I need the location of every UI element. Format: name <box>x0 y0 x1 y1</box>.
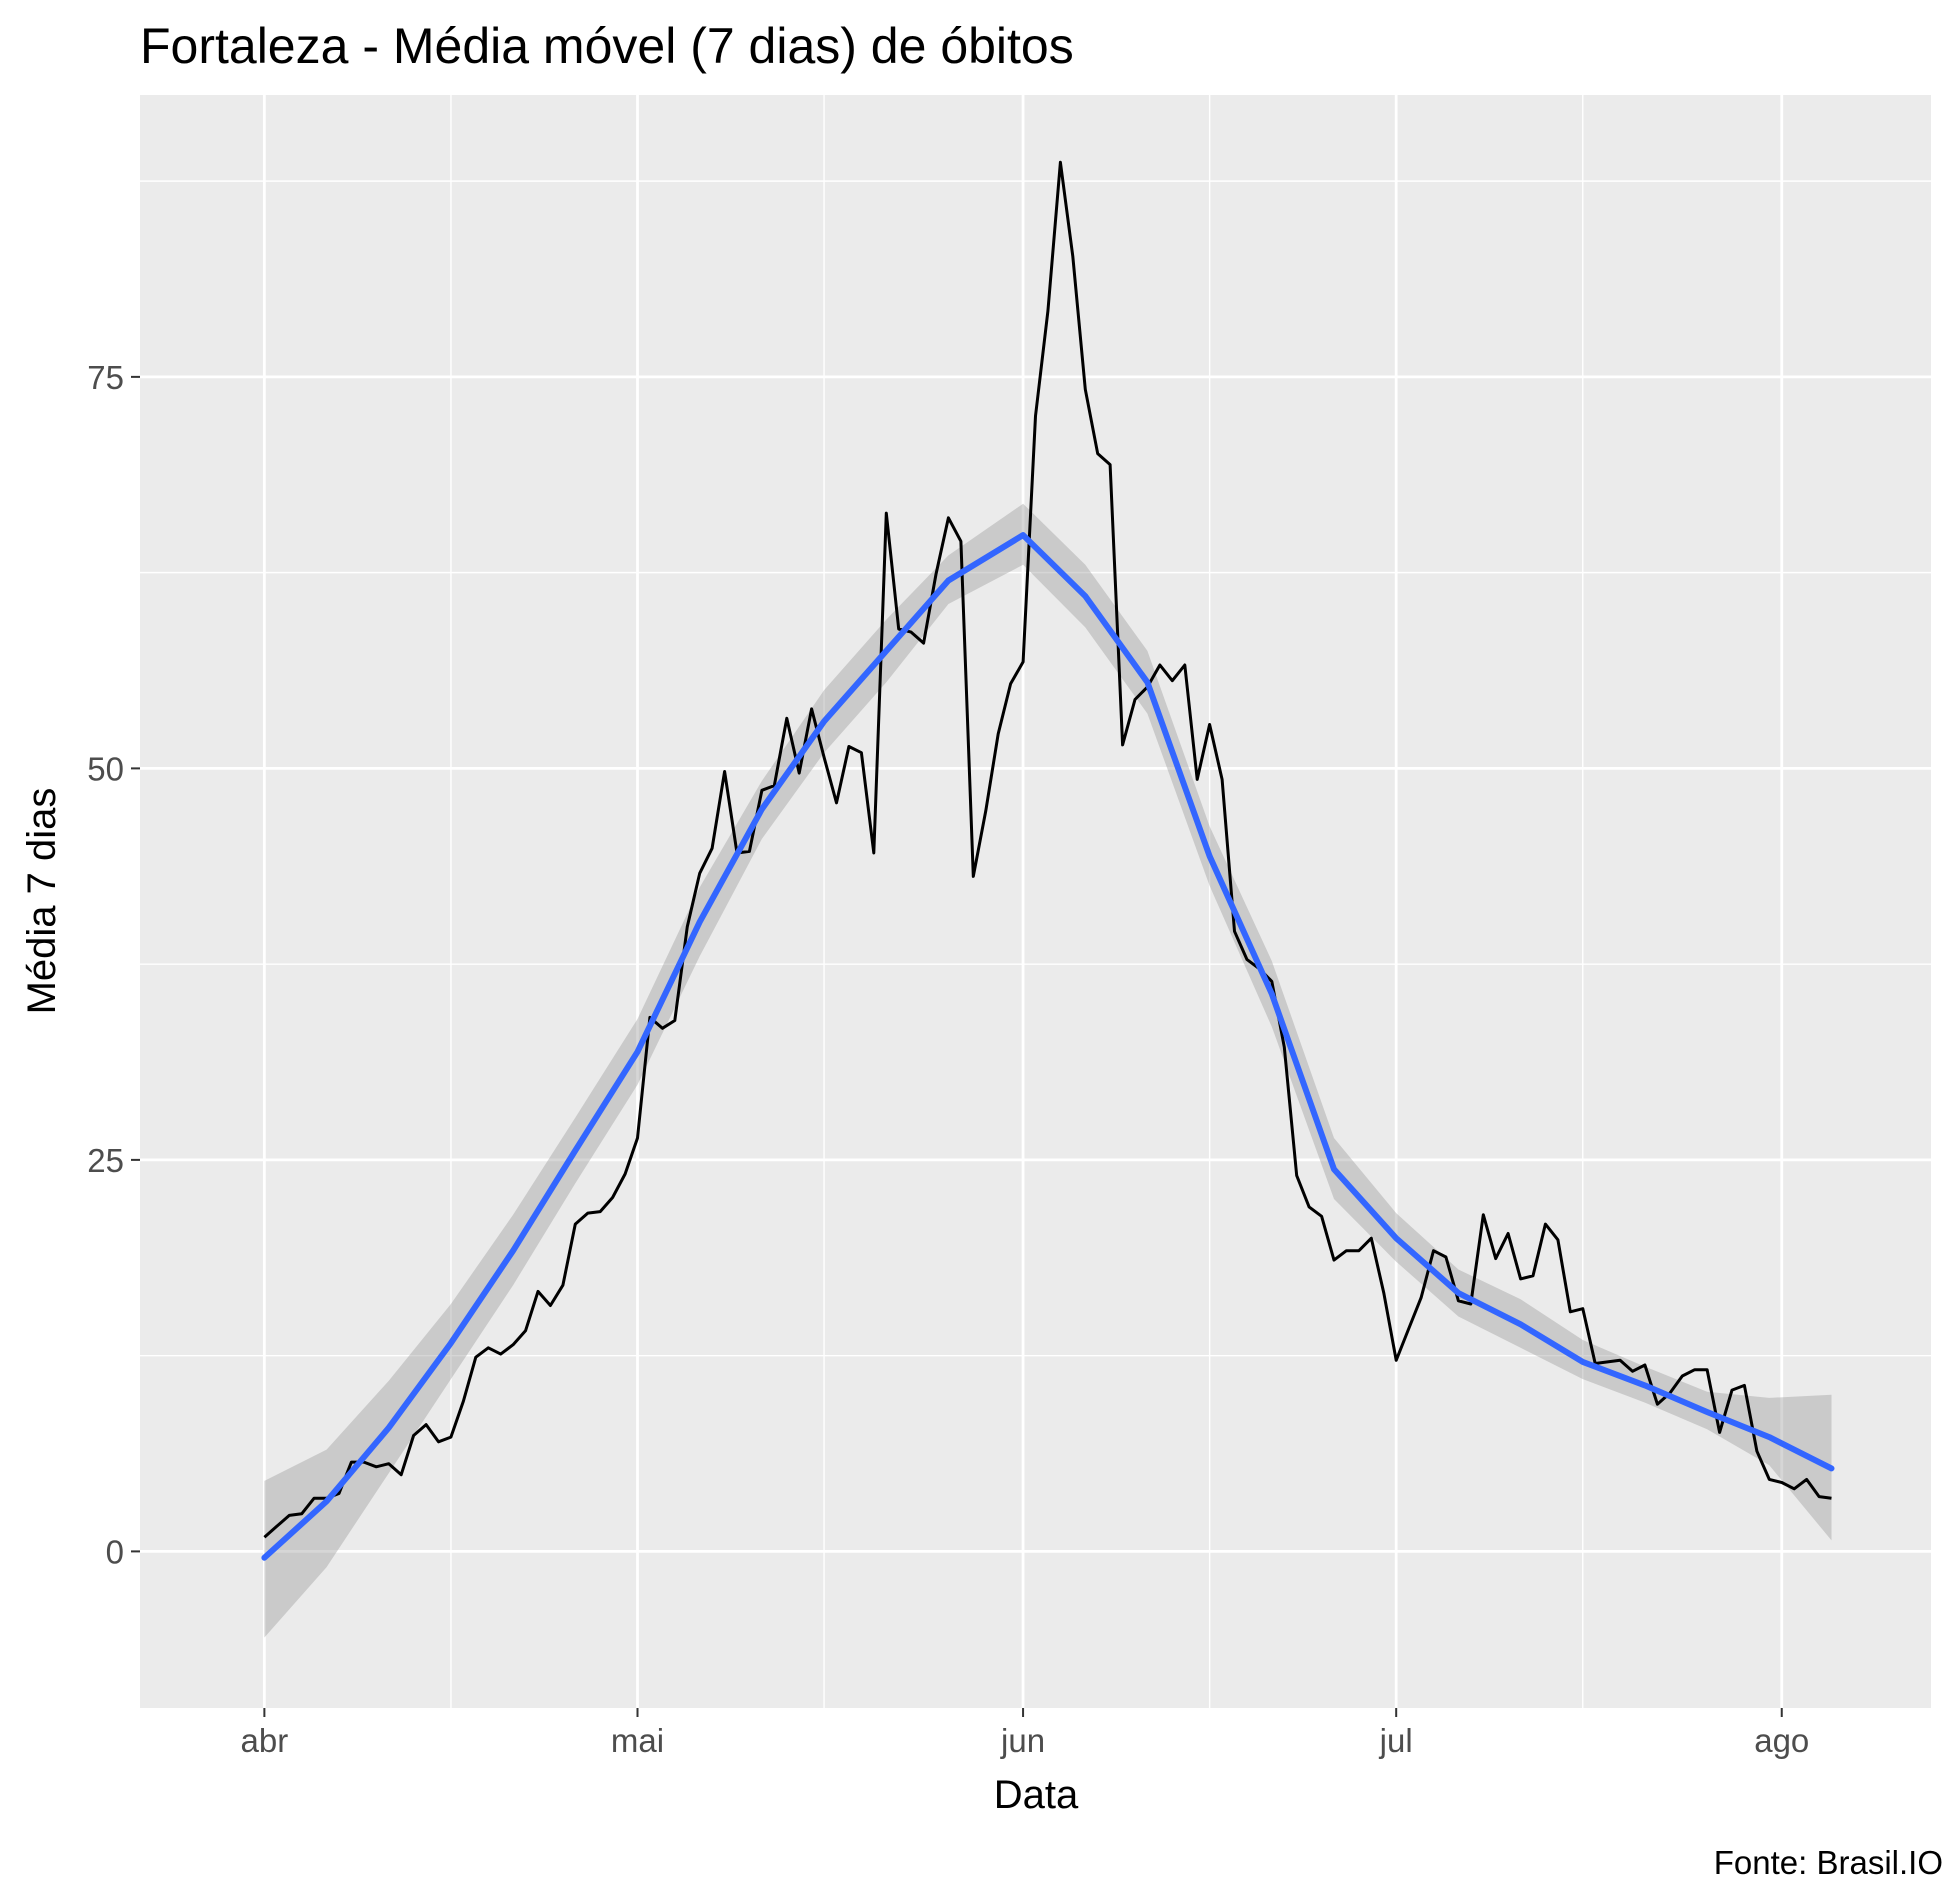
source-caption: Fonte: Brasil.IO <box>1714 1844 1943 1881</box>
plot-panel <box>140 95 1931 1708</box>
y-axis-title: Média 7 dias <box>20 788 64 1015</box>
x-axis-title: Data <box>994 1773 1079 1817</box>
x-tick-label: jun <box>1000 1722 1045 1759</box>
y-tick-label: 75 <box>87 359 124 396</box>
y-axis: 0 25 50 75 <box>87 359 140 1570</box>
y-tick-label: 0 <box>106 1533 124 1570</box>
chart-title: Fortaleza - Média móvel (7 dias) de óbit… <box>140 18 1074 74</box>
smooth-trend-line <box>261 532 1835 1561</box>
minor-grid <box>140 95 1931 1708</box>
x-axis: abr mai jun jul ago <box>241 1708 1809 1759</box>
observed-series-line <box>263 160 1832 1539</box>
y-tick-label: 50 <box>87 750 124 787</box>
x-tick-label: mai <box>611 1722 664 1759</box>
major-grid <box>140 95 1931 1708</box>
x-tick-label: abr <box>241 1722 289 1759</box>
x-tick-label: ago <box>1754 1722 1809 1759</box>
x-tick-label: jul <box>1379 1722 1413 1759</box>
y-tick-label: 25 <box>87 1142 124 1179</box>
